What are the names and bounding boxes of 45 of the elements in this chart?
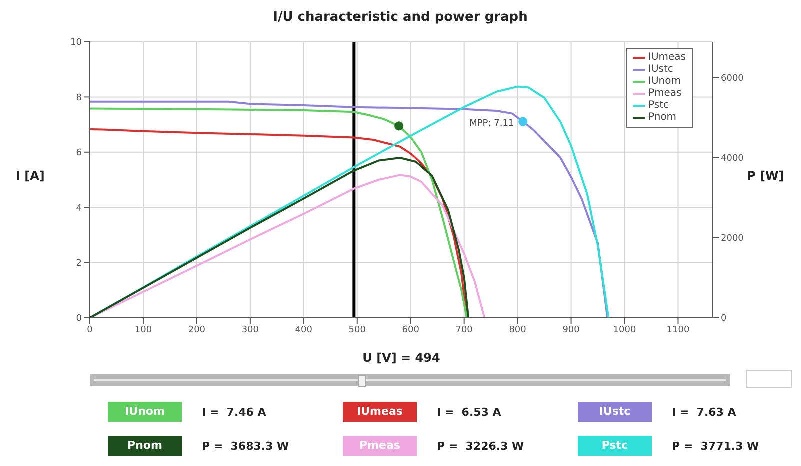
x-tick-label: 100 [134, 325, 152, 336]
text: Pnom [108, 436, 182, 456]
annotation: MPP; 7.11 [470, 118, 514, 129]
text: I = 7.63 A [672, 406, 736, 418]
text: Pstc [578, 436, 652, 456]
legend-label: IUmeas [648, 52, 686, 64]
y-tick-label: 2 [76, 258, 82, 269]
y2-tick-label: 2000 [721, 234, 744, 244]
text: Pmeas [343, 436, 417, 456]
chart-title: I/U characteristic and power graph [272, 9, 529, 27]
legend-label: Pstc [648, 100, 670, 112]
x-tick-label: 200 [188, 325, 206, 336]
x-tick-label: 1000 [613, 325, 636, 336]
text: IUstc [578, 402, 652, 422]
y2-tick-label: 4000 [721, 154, 744, 164]
y-tick-label: 8 [76, 93, 82, 104]
y-tick-label: 10 [70, 38, 82, 48]
y-tick-label: 4 [76, 204, 82, 214]
x-tick-label: 0 [87, 325, 94, 336]
y-axis-title: I [A] [16, 169, 45, 183]
text: I = 7.46 A [202, 406, 266, 418]
text: P = 3226.3 W [437, 440, 524, 452]
x-tick-label: 300 [242, 325, 260, 336]
x-axis-title: U [V] = 494 [362, 351, 440, 365]
x-tick-label: 600 [402, 325, 420, 336]
text: P = 3683.3 W [202, 440, 290, 452]
y2-tick-label: 0 [721, 314, 727, 324]
y2-axis-title: P [W] [747, 169, 784, 183]
legend-label: IUstc [648, 64, 674, 76]
y2-tick-label: 6000 [721, 74, 744, 84]
x-tick-label: 700 [456, 325, 474, 336]
legend-label: Pnom [648, 112, 678, 124]
x-tick-label: 500 [348, 325, 366, 336]
x-tick-label: 1100 [666, 325, 690, 336]
text: I = 6.53 A [437, 406, 502, 418]
legend-label: IUnom [648, 76, 682, 88]
x-tick-label: 400 [295, 325, 313, 336]
y-tick-label: 0 [76, 314, 82, 324]
legend-label: Pmeas [648, 88, 683, 100]
x-tick-label: 800 [509, 325, 527, 336]
text: IUnom [108, 402, 182, 422]
text: P = 3771.3 W [672, 440, 760, 452]
y-tick-label: 6 [76, 148, 82, 159]
x-tick-label: 900 [562, 325, 580, 336]
text: IUmeas [343, 402, 417, 422]
